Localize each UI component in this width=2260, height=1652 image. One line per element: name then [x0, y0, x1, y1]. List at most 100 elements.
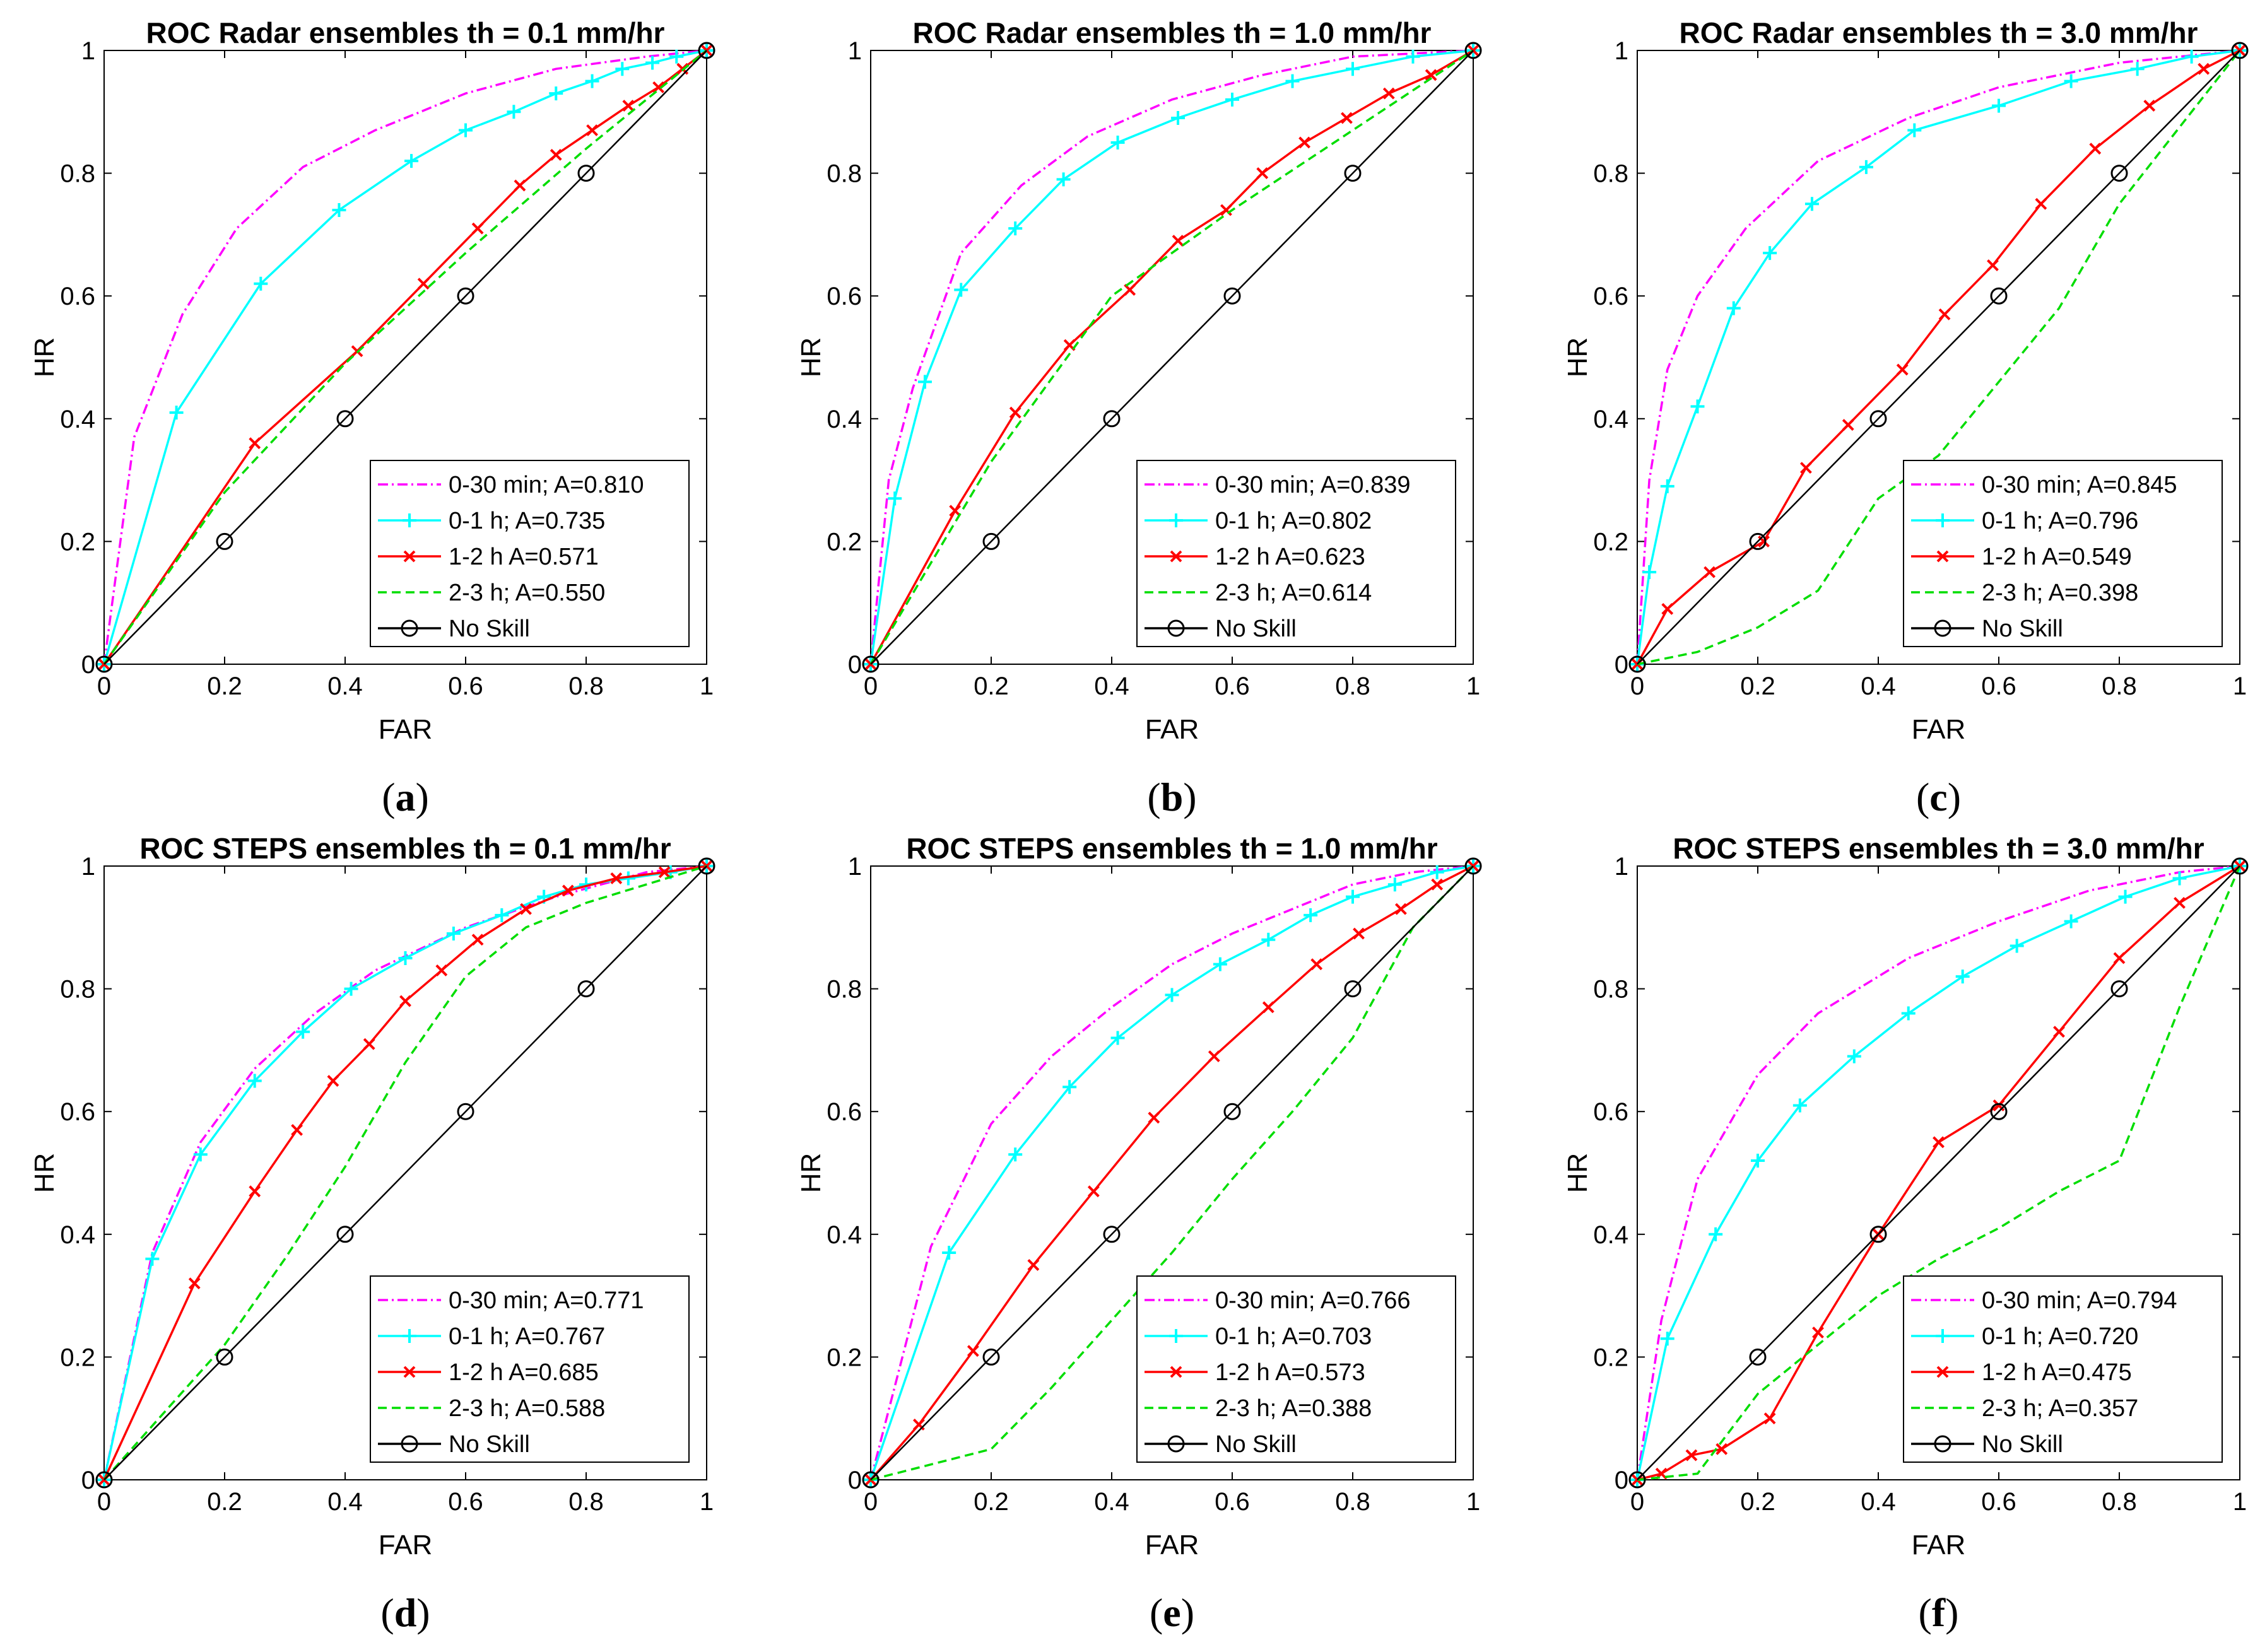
panel-letter: e [1163, 1590, 1180, 1635]
data-point [1431, 878, 1444, 891]
y-axis-label: HR [29, 337, 60, 378]
y-tick-label: 1 [1615, 37, 1628, 65]
data-point [336, 1226, 354, 1243]
panel-letter: a [396, 775, 416, 819]
data-point [457, 287, 474, 305]
data-point [399, 995, 411, 1007]
data-point [1165, 988, 1179, 1002]
y-tick-label: 0.6 [60, 1098, 95, 1126]
x-tick-label: 0.2 [207, 1488, 242, 1516]
data-point [917, 375, 932, 389]
data-point [1027, 1259, 1040, 1271]
data-point [967, 1345, 979, 1357]
data-point [1464, 857, 1482, 875]
legend-marker [1167, 1435, 1185, 1453]
panel-label: (f) [1919, 1590, 1959, 1635]
series-4 [862, 42, 1482, 673]
data-point [1172, 235, 1184, 247]
data-point [1394, 903, 1407, 915]
series-line [1637, 865, 2241, 1481]
legend-entry: 2-3 h; A=0.614 [1215, 580, 1372, 606]
plot-area-frame [870, 865, 1474, 1480]
data-point [398, 951, 413, 965]
data-point [1933, 1136, 1945, 1149]
data-point [495, 908, 509, 922]
data-point [249, 1185, 261, 1198]
series-line [869, 49, 1474, 665]
series-line [1636, 49, 2240, 665]
data-point [2143, 100, 2156, 112]
roc-panel-f: ROC STEPS ensembles th = 3.0 mm/hr 0 0.2 0.… [1562, 832, 2249, 1635]
legend-entry: No Skill [449, 616, 530, 642]
data-point [652, 81, 665, 93]
legend-marker [1936, 1329, 1950, 1343]
data-point [1992, 98, 2006, 113]
roc-panel-b: ROC Radar ensembles th = 1.0 mm/hr 0 0.2 0.… [796, 16, 1482, 819]
legend: 0-30 min; A=0.766 0-1 h; A=0.703 1-2 h A=0… [1136, 1275, 1456, 1463]
data-point [1223, 287, 1241, 305]
x-tick-label: 0.6 [1981, 672, 2016, 700]
data-point [1896, 363, 1909, 376]
data-point [247, 1074, 262, 1088]
series-line [103, 865, 707, 1480]
x-axis-label: FAR [1912, 1530, 1966, 1561]
data-point [1690, 399, 1705, 414]
data-point [1062, 1080, 1077, 1094]
data-point [471, 934, 484, 946]
data-point [1763, 246, 1777, 261]
data-point [1008, 221, 1023, 236]
legend-box [1136, 1275, 1456, 1463]
legend-entry: 1-2 h A=0.475 [1982, 1359, 2132, 1386]
y-tick-label: 0.8 [1593, 976, 1628, 1004]
data-point [549, 86, 563, 101]
series-line [1636, 49, 2240, 665]
data-point [471, 222, 484, 235]
series-4 [862, 857, 1482, 1489]
legend-entry: 0-30 min; A=0.771 [449, 1287, 644, 1314]
y-axis-label: HR [796, 337, 827, 378]
panel-label: (b) [1147, 775, 1196, 819]
data-point [446, 927, 461, 941]
legend-entry: 0-30 min; A=0.839 [1215, 472, 1411, 498]
series-3 [870, 865, 1474, 1481]
series-line [1637, 49, 2241, 665]
data-point [577, 165, 595, 182]
data-point [1763, 1412, 1776, 1425]
data-point [404, 154, 419, 168]
legend-entry: 0-1 h; A=0.703 [1215, 1323, 1372, 1350]
data-point [1110, 135, 1125, 149]
data-point [1859, 160, 1873, 174]
data-point [2184, 49, 2199, 64]
data-point [2231, 857, 2249, 875]
x-tick-label: 1 [700, 672, 714, 700]
series-2 [98, 860, 713, 1486]
series-0 [1636, 49, 2240, 665]
y-tick-label: 0.8 [1593, 160, 1628, 188]
data-point [585, 74, 599, 88]
data-point [2198, 62, 2210, 75]
legend-box [370, 460, 690, 647]
series-line [103, 865, 707, 1480]
legend-entry: 2-3 h; A=0.388 [1215, 1395, 1372, 1422]
y-tick-label: 0.6 [827, 1098, 862, 1126]
series-0 [103, 865, 707, 1480]
legend-marker [1170, 1366, 1182, 1378]
data-point [2089, 143, 2102, 155]
legend-entry: 0-1 h; A=0.796 [1982, 508, 2138, 534]
series-0 [869, 49, 1474, 665]
legend-marker [1170, 550, 1182, 563]
panel-letter: f [1932, 1590, 1946, 1635]
legend-marker [1167, 619, 1185, 637]
y-tick-label: 0.4 [827, 406, 862, 433]
legend: 0-30 min; A=0.794 0-1 h; A=0.720 1-2 h A=0… [1903, 1275, 2223, 1463]
y-axis-label: HR [1562, 1153, 1593, 1193]
series-4 [95, 857, 715, 1489]
chart-title: ROC Radar ensembles th = 1.0 mm/hr [913, 16, 1432, 49]
legend-entry: 0-30 min; A=0.794 [1982, 1287, 2177, 1314]
x-tick-label: 0.4 [1094, 672, 1129, 700]
data-point [1425, 69, 1437, 81]
data-point [1716, 1443, 1728, 1455]
legend-marker [1934, 1435, 1951, 1453]
data-point [417, 278, 430, 290]
series-1 [1630, 44, 2247, 671]
